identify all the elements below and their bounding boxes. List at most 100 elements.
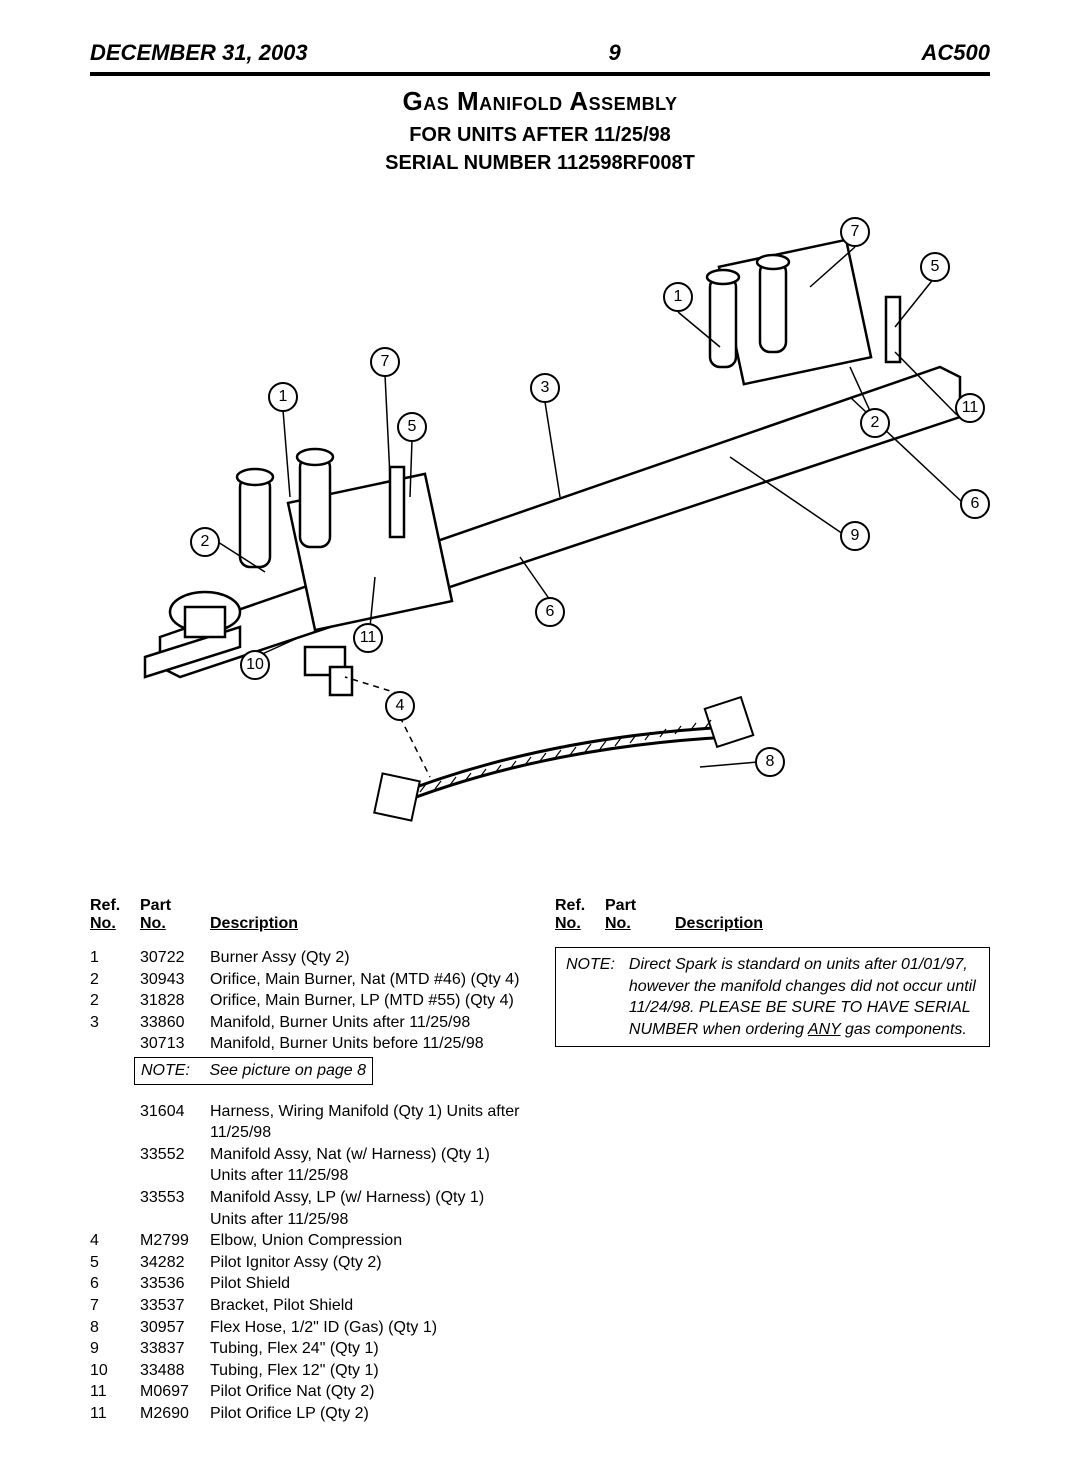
header-rule (90, 72, 990, 76)
cell-desc: Manifold, Burner Units before 11/25/98 (210, 1033, 525, 1055)
cell-ref: 5 (90, 1252, 140, 1274)
parts-table-left: Ref.No. PartNo. Description 130722Burner… (90, 897, 525, 1424)
page-header: DECEMBER 31, 2003 9 AC500 (90, 40, 990, 66)
cell-ref: 6 (90, 1273, 140, 1295)
cell-desc: Tubing, Flex 12" (Qty 1) (210, 1360, 525, 1382)
header-model: AC500 (922, 40, 990, 66)
cell-part: 33837 (140, 1338, 210, 1360)
cell-desc: Burner Assy (Qty 2) (210, 947, 525, 969)
table-row: 230943Orifice, Main Burner, Nat (MTD #46… (90, 969, 525, 991)
table-row: 11M2690Pilot Orifice LP (Qty 2) (90, 1403, 525, 1425)
table-row: 33553Manifold Assy, LP (w/ Harness) (Qty… (90, 1187, 525, 1230)
callout-bubble: 11 (353, 623, 383, 653)
callout-bubble: 9 (840, 521, 870, 551)
exploded-diagram: 75173121156296111048 (90, 177, 990, 897)
col-part-top-r: Part (605, 897, 675, 915)
callout-bubble: 6 (535, 597, 565, 627)
cell-part: M2690 (140, 1403, 210, 1425)
callout-bubble: 10 (240, 650, 270, 680)
table-row: 333860Manifold, Burner Units after 11/25… (90, 1012, 525, 1034)
cell-ref: 11 (90, 1403, 140, 1425)
cell-desc: Manifold, Burner Units after 11/25/98 (210, 1012, 525, 1034)
right-note-text: Direct Spark is standard on units after … (629, 954, 979, 1040)
cell-ref: 7 (90, 1295, 140, 1317)
cell-part: 30722 (140, 947, 210, 969)
cell-part: 31604 (140, 1101, 210, 1144)
table-row: 31604Harness, Wiring Manifold (Qty 1) Un… (90, 1101, 525, 1144)
cell-part: M2799 (140, 1230, 210, 1252)
note-text: See picture on page 8 (209, 1062, 366, 1079)
parts-table-right: Ref.No. PartNo. Description NOTE: Direct… (555, 897, 990, 1424)
page: DECEMBER 31, 2003 9 AC500 Gas Manifold A… (0, 0, 1080, 1484)
cell-desc: Pilot Orifice LP (Qty 2) (210, 1403, 525, 1425)
callout-bubble: 3 (530, 373, 560, 403)
table-row: 30713Manifold, Burner Units before 11/25… (90, 1033, 525, 1055)
cell-part: 33537 (140, 1295, 210, 1317)
cell-ref (90, 1101, 140, 1144)
cell-part: 31828 (140, 990, 210, 1012)
callout-bubble: 7 (370, 347, 400, 377)
cell-ref: 3 (90, 1012, 140, 1034)
table-row: 4M2799Elbow, Union Compression (90, 1230, 525, 1252)
col-ref-top: Ref. (90, 897, 140, 915)
header-date: DECEMBER 31, 2003 (90, 40, 308, 66)
cell-part: M0697 (140, 1381, 210, 1403)
callout-bubble: 5 (920, 252, 950, 282)
cell-ref: 2 (90, 969, 140, 991)
header-page: 9 (608, 40, 620, 66)
col-desc: Description (210, 915, 525, 933)
callout-bubble: 5 (397, 412, 427, 442)
col-part-top: Part (140, 897, 210, 915)
callout-bubble: 8 (755, 747, 785, 777)
cell-desc: Orifice, Main Burner, Nat (MTD #46) (Qty… (210, 969, 525, 991)
cell-desc: Manifold Assy, LP (w/ Harness) (Qty 1) U… (210, 1187, 525, 1230)
cell-ref: 4 (90, 1230, 140, 1252)
col-ref-top-r: Ref. (555, 897, 605, 915)
cell-ref (90, 1187, 140, 1230)
parts-tables: Ref.No. PartNo. Description 130722Burner… (90, 897, 990, 1424)
cell-desc: Pilot Shield (210, 1273, 525, 1295)
cell-desc: Elbow, Union Compression (210, 1230, 525, 1252)
page-title: Gas Manifold Assembly (90, 86, 990, 117)
callout-bubble: 6 (960, 489, 990, 519)
col-part-bot: No. (140, 915, 210, 933)
cell-part: 30713 (140, 1033, 210, 1055)
callout-bubble: 2 (860, 408, 890, 438)
cell-ref: 10 (90, 1360, 140, 1382)
callout-bubble: 4 (385, 691, 415, 721)
right-note-box: NOTE: Direct Spark is standard on units … (555, 947, 990, 1047)
cell-ref: 9 (90, 1338, 140, 1360)
note-row: NOTE: See picture on page 8 (90, 1055, 525, 1093)
table-row: 633536Pilot Shield (90, 1273, 525, 1295)
cell-desc: Pilot Orifice Nat (Qty 2) (210, 1381, 525, 1403)
page-subtitle: FOR UNITS AFTER 11/25/98 SERIAL NUMBER 1… (90, 121, 990, 177)
cell-part: 33488 (140, 1360, 210, 1382)
note-label: NOTE: (141, 1060, 205, 1082)
col-ref-bot-r: No. (555, 915, 605, 933)
table-header: Ref.No. PartNo. Description (90, 897, 525, 933)
table-row: 933837Tubing, Flex 24" (Qty 1) (90, 1338, 525, 1360)
callout-bubble: 1 (268, 382, 298, 412)
table-header-right: Ref.No. PartNo. Description (555, 897, 990, 933)
table-row: 11M0697Pilot Orifice Nat (Qty 2) (90, 1381, 525, 1403)
cell-desc: Pilot Ignitor Assy (Qty 2) (210, 1252, 525, 1274)
subtitle-line1: FOR UNITS AFTER 11/25/98 (409, 124, 671, 146)
cell-part: 33536 (140, 1273, 210, 1295)
table-row: 231828Orifice, Main Burner, LP (MTD #55)… (90, 990, 525, 1012)
col-part-bot-r: No. (605, 915, 675, 933)
cell-part: 33552 (140, 1144, 210, 1187)
callout-bubble: 11 (955, 393, 985, 423)
right-note-label: NOTE: (566, 954, 615, 1040)
cell-desc: Bracket, Pilot Shield (210, 1295, 525, 1317)
table-row: 733537Bracket, Pilot Shield (90, 1295, 525, 1317)
subtitle-line2: SERIAL NUMBER 112598RF008T (385, 152, 695, 174)
cell-desc: Manifold Assy, Nat (w/ Harness) (Qty 1) … (210, 1144, 525, 1187)
table-row: 130722Burner Assy (Qty 2) (90, 947, 525, 969)
cell-ref: 1 (90, 947, 140, 969)
cell-part: 30957 (140, 1317, 210, 1339)
cell-ref: 11 (90, 1381, 140, 1403)
cell-desc: Harness, Wiring Manifold (Qty 1) Units a… (210, 1101, 525, 1144)
cell-part: 30943 (140, 969, 210, 991)
cell-part: 33553 (140, 1187, 210, 1230)
table-row: 534282Pilot Ignitor Assy (Qty 2) (90, 1252, 525, 1274)
